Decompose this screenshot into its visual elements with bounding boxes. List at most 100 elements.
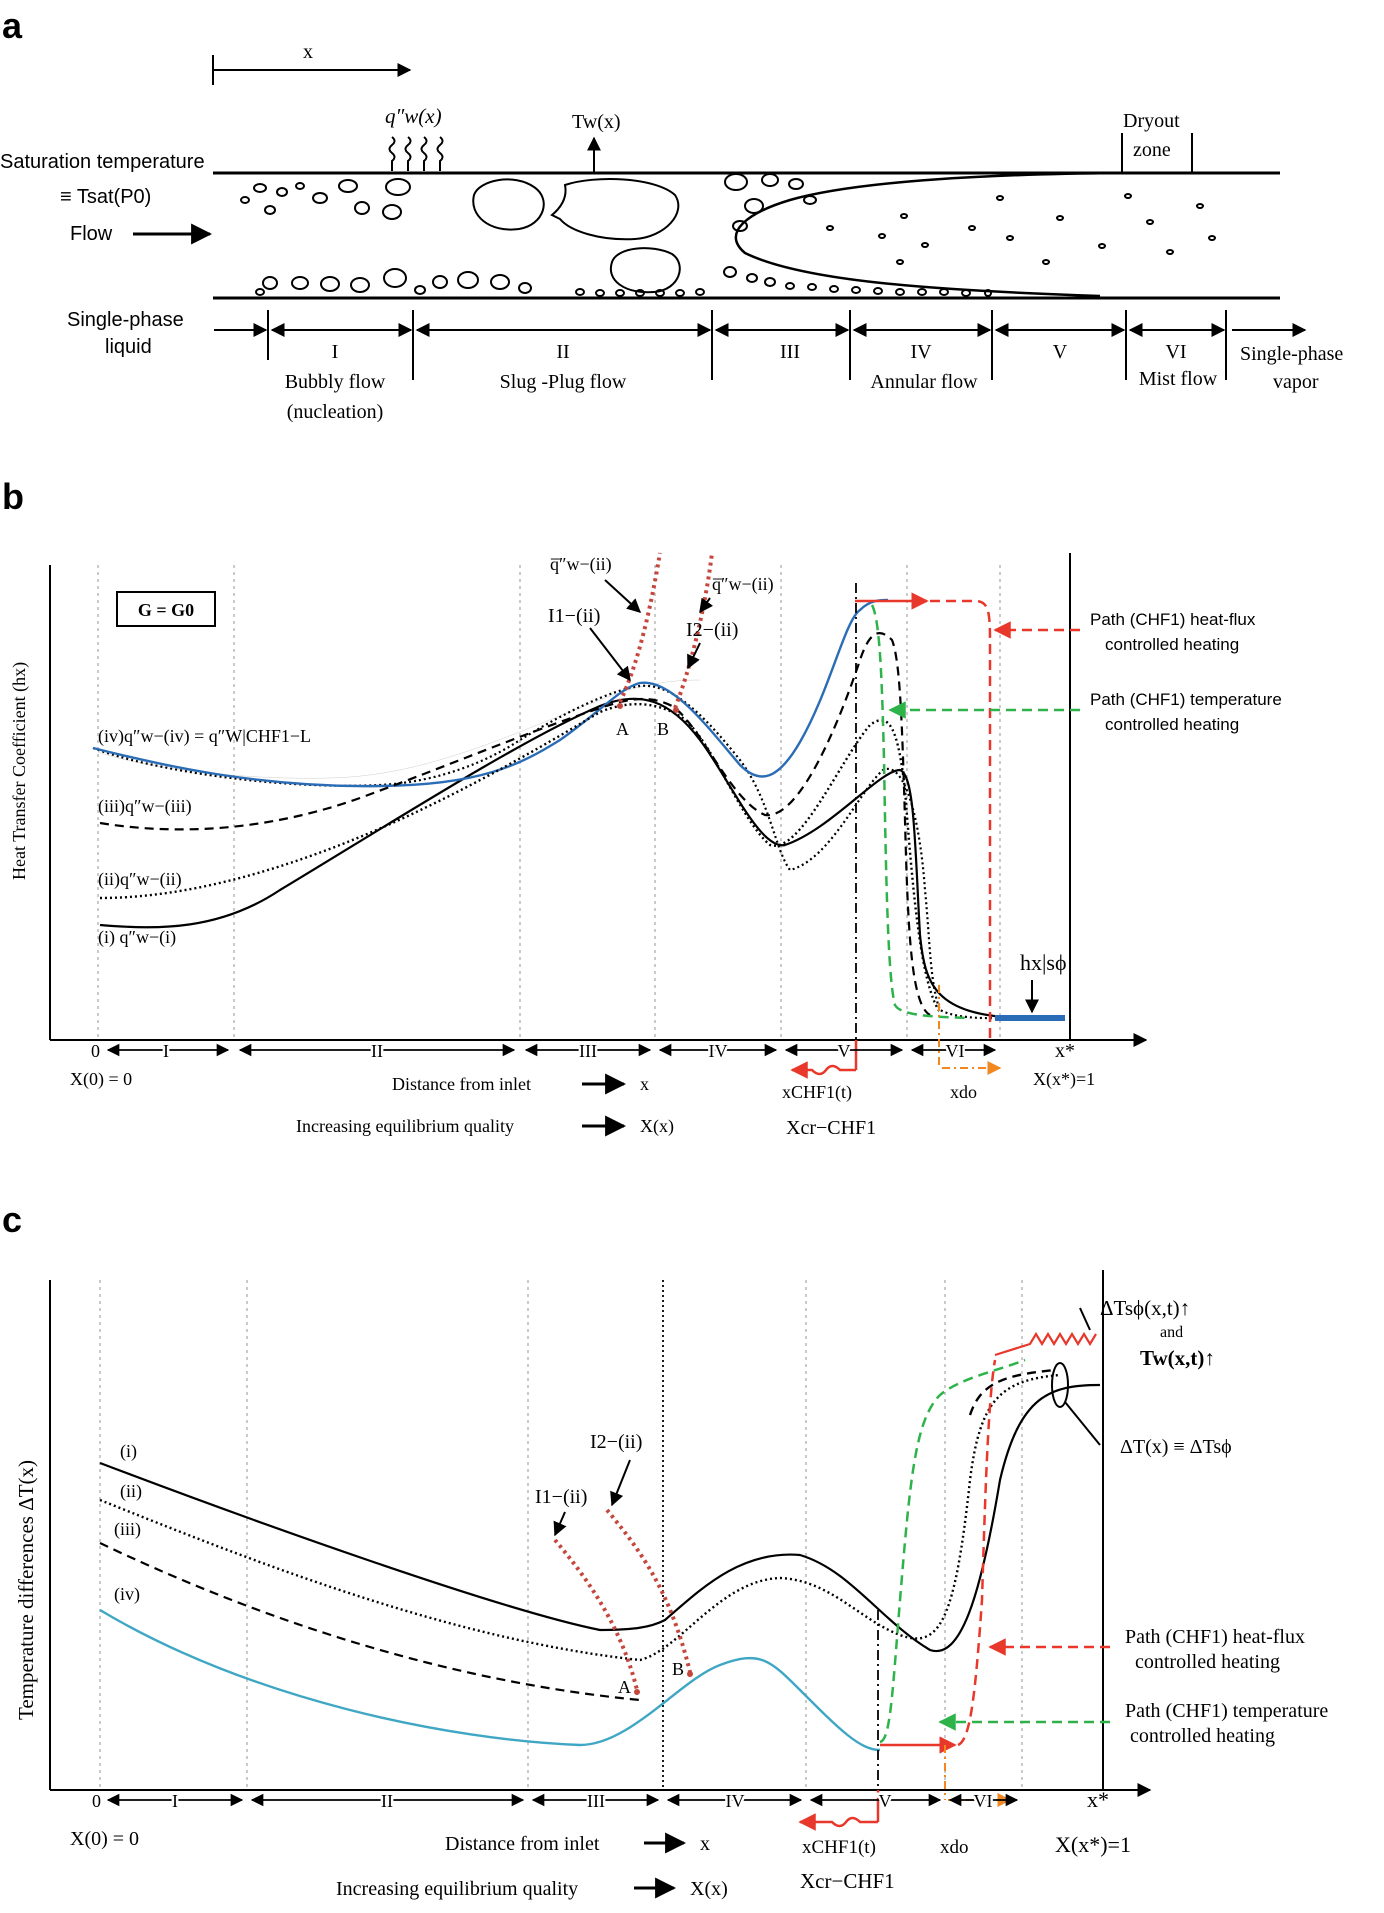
- flow-label: Flow: [70, 223, 113, 245]
- panel-a: a x q″w(x) Tw(x) Dryout zone Saturation …: [0, 5, 1343, 423]
- b-zone-i: I: [163, 1041, 169, 1061]
- b-curve-iii-label: (iii)q″w−(iii): [98, 796, 192, 817]
- b-curve-iii: [99, 632, 931, 1016]
- b-path-flux-label-1: Path (CHF1) heat-flux: [1090, 610, 1256, 629]
- c-and: and: [1160, 1324, 1183, 1341]
- regime-nucleation: (nucleation): [287, 401, 384, 423]
- b-curve-ii-label: (ii)q″w−(ii): [98, 869, 182, 890]
- c-quality-sym: X(x): [690, 1878, 728, 1900]
- c-x-star: x*: [1087, 1787, 1109, 1812]
- single-liquid-label-2: liquid: [105, 336, 152, 358]
- b-x-star: x*: [1055, 1040, 1075, 1062]
- c-curve-ii-label: (ii): [120, 1481, 142, 1502]
- b-curve-i-label: (i) q″w−(i): [98, 927, 176, 948]
- c-x-origin: X(0) = 0: [70, 1828, 139, 1850]
- g-box-label: G = G0: [138, 600, 194, 620]
- c-curve-iii: [99, 1542, 641, 1702]
- c-distance-sym: x: [700, 1833, 710, 1855]
- b-x-end: X(x*)=1: [1033, 1069, 1095, 1090]
- b-i2-line: [673, 552, 714, 709]
- b-path-flux-label-2: controlled heating: [1105, 635, 1239, 654]
- b-quality-sym: X(x): [640, 1116, 674, 1137]
- b-y-axis-label: Heat Transfer Coefficient (hx): [9, 662, 30, 880]
- x-label: x: [303, 41, 313, 63]
- single-vapor-label-1: Single-phase: [1240, 343, 1343, 365]
- b-x-origin: X(0) = 0: [70, 1069, 132, 1090]
- c-curve-iv: [99, 1608, 881, 1752]
- regime-bubbly: Bubbly flow: [285, 371, 386, 393]
- heat-flux-label: q″w(x): [385, 104, 442, 128]
- c-dt-sphi: ΔTsϕ(x,t)↑: [1100, 1296, 1190, 1320]
- b-i1-line: [618, 552, 662, 703]
- zone-a-iv: IV: [910, 341, 932, 363]
- panel-b-label: b: [2, 476, 24, 517]
- c-zone-v: V: [879, 1791, 892, 1811]
- panel-a-label: a: [2, 5, 23, 46]
- c-x-end: X(x*)=1: [1055, 1832, 1131, 1857]
- b-x-do: xdo: [950, 1082, 977, 1102]
- b-x-chf: xCHF1(t): [782, 1082, 852, 1103]
- c-distance-label: Distance from inlet: [445, 1833, 600, 1855]
- c-path-flux-label-2: controlled heating: [1135, 1651, 1280, 1673]
- c-i2-label: I2−(ii): [590, 1431, 642, 1453]
- b-curve-ii-line: [99, 702, 941, 1013]
- c-i1-line: [553, 1538, 639, 1691]
- c-tw: Tw(x,t)↑: [1140, 1346, 1215, 1370]
- zone-a-vi: VI: [1165, 341, 1186, 363]
- b-zone-vi: VI: [946, 1041, 965, 1061]
- b-curve-i: [99, 697, 1021, 1020]
- b-path-flux: [930, 599, 992, 1040]
- dryout-label-1: Dryout: [1123, 110, 1180, 132]
- c-zone-iii: III: [587, 1791, 605, 1811]
- panel-c: c Temperature differences ΔT(x) (i) (ii)…: [2, 1199, 1328, 1900]
- b-zone-ii: II: [371, 1041, 383, 1061]
- c-x-cr: Xcr−CHF1: [800, 1869, 895, 1893]
- b-path-temp-label-1: Path (CHF1) temperature: [1090, 690, 1282, 709]
- c-path-flux-label-1: Path (CHF1) heat-flux: [1125, 1626, 1305, 1648]
- b-qbar-2: q̅″w−(ii): [712, 574, 774, 595]
- b-zone-iv: IV: [709, 1041, 728, 1061]
- c-path-temp-label-2: controlled heating: [1130, 1725, 1275, 1747]
- zone-a-v: V: [1053, 341, 1068, 363]
- b-i1-label: I1−(ii): [548, 605, 600, 627]
- wall-temp-label: Tw(x): [572, 111, 621, 133]
- c-x0: 0: [92, 1791, 101, 1811]
- regime-annular: Annular flow: [870, 371, 978, 393]
- zone-a-ii: II: [556, 341, 569, 363]
- b-path-temp: [870, 604, 971, 1020]
- b-curve-iv: [92, 598, 889, 788]
- zone-a-i: I: [332, 341, 339, 363]
- c-zone-ii: II: [381, 1791, 393, 1811]
- single-liquid-label-1: Single-phase: [67, 309, 184, 331]
- c-zone-iv: IV: [726, 1791, 745, 1811]
- sat-temp-symbol: ≡ Tsat(P0): [60, 186, 151, 208]
- b-zone-gridlines: [97, 565, 1001, 1040]
- c-curve-iv-label: (iv): [114, 1584, 140, 1605]
- c-path-temp-label-1: Path (CHF1) temperature: [1125, 1700, 1328, 1722]
- c-curve-iii-label: (iii): [114, 1519, 141, 1540]
- b-qbar-1: q̅″w−(ii): [550, 554, 612, 575]
- b-i2-label: I2−(ii): [686, 619, 738, 641]
- b-h-sphi-label: hx|sϕ: [1020, 950, 1067, 975]
- c-quality-label: Increasing equilibrium quality: [336, 1878, 578, 1900]
- zone-a-iii: III: [780, 341, 800, 363]
- c-path-flux: [957, 1359, 997, 1747]
- dryout-label-2: zone: [1133, 139, 1171, 161]
- c-curve-ii: [99, 1373, 1061, 1662]
- c-zone-gridlines: [99, 1280, 1023, 1790]
- c-point-a: A: [618, 1677, 631, 1697]
- sat-temp-label: Saturation temperature: [0, 151, 205, 173]
- regime-slug: Slug -Plug flow: [500, 371, 627, 393]
- b-x-cr: Xcr−CHF1: [786, 1117, 876, 1139]
- annular-film-outline: [734, 171, 1121, 298]
- c-y-axis-label: Temperature differences ΔT(x): [14, 1460, 38, 1720]
- regime-mist: Mist flow: [1139, 368, 1218, 390]
- c-i2-line: [605, 1508, 692, 1673]
- b-distance-label: Distance from inlet: [392, 1074, 531, 1094]
- c-path-temp: [879, 1358, 1026, 1744]
- c-point-b: B: [672, 1659, 684, 1679]
- c-curve-i: [99, 1383, 1101, 1653]
- c-dt-def: ΔT(x) ≡ ΔTsϕ: [1120, 1436, 1232, 1458]
- b-zone-v: V: [838, 1041, 851, 1061]
